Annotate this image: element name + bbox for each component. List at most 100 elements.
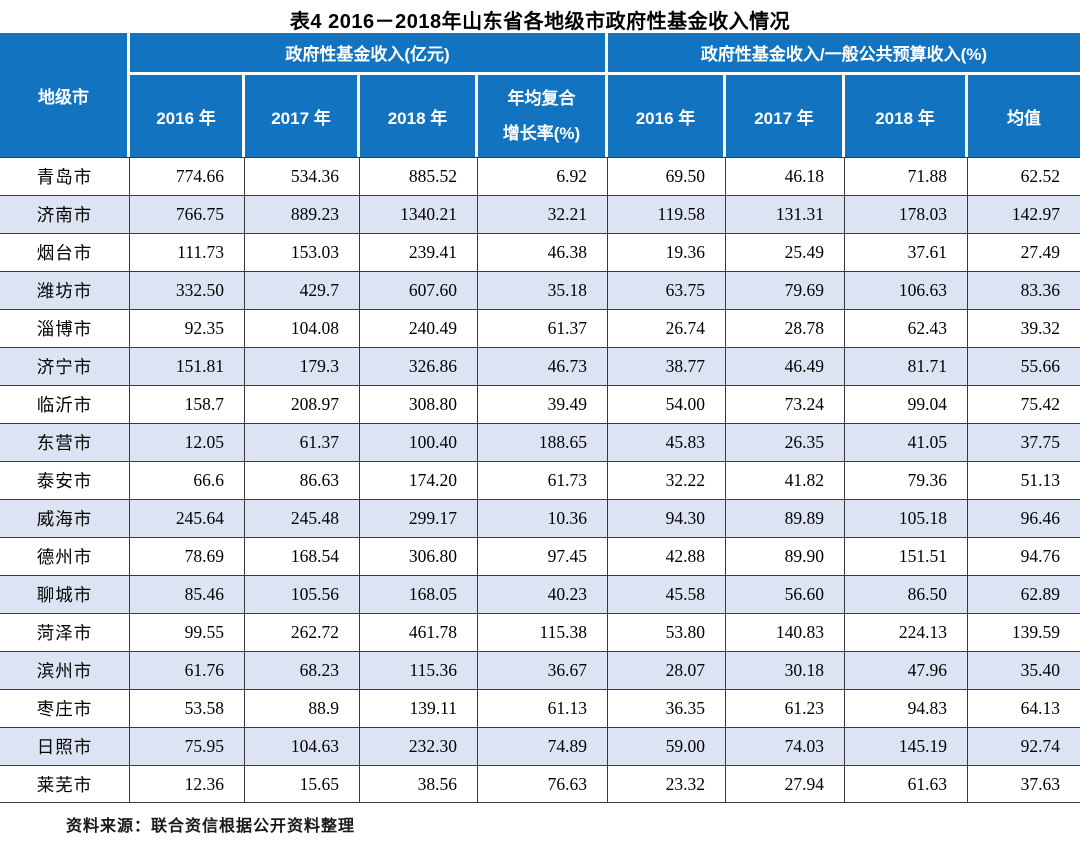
cell-value: 61.73 xyxy=(478,462,608,499)
table-row: 济南市 766.75 889.23 1340.21 32.21 119.58 131.31 1… xyxy=(0,195,1080,233)
table-row: 枣庄市 53.58 88.9 139.11 61.13 36.35 61.23 94.83 64… xyxy=(0,689,1080,727)
cell-value: 26.74 xyxy=(608,310,726,347)
cell-value: 99.55 xyxy=(130,614,245,651)
cell-value: 106.63 xyxy=(845,272,968,309)
cell-value: 23.32 xyxy=(608,766,726,802)
cell-value: 42.88 xyxy=(608,538,726,575)
source-note: 资料来源：联合资信根据公开资料整理 xyxy=(66,818,356,835)
header-left-2017: 2017 年 xyxy=(245,75,360,157)
cell-value: 30.18 xyxy=(726,652,845,689)
cell-value: 27.94 xyxy=(726,766,845,802)
cell-value: 63.75 xyxy=(608,272,726,309)
cell-value: 105.18 xyxy=(845,500,968,537)
cell-value: 10.36 xyxy=(478,500,608,537)
cell-value: 41.05 xyxy=(845,424,968,461)
cell-value: 306.80 xyxy=(360,538,478,575)
cell-value: 55.66 xyxy=(1020,356,1060,376)
cell-value: 12.36 xyxy=(130,766,245,802)
header-cagr: 年均复合 增长率(%) xyxy=(478,75,608,157)
table-title: 表4 2016－2018年山东省各地级市政府性基金收入情况 xyxy=(289,11,791,33)
cell-value: 99.04 xyxy=(845,386,968,423)
cell-value: 86.63 xyxy=(245,462,360,499)
cell-value: 46.18 xyxy=(726,158,845,195)
cell-value: 461.78 xyxy=(360,614,478,651)
cell-value: 131.31 xyxy=(726,196,845,233)
header-cagr-line1: 年均复合 xyxy=(507,89,576,108)
cell-value: 12.05 xyxy=(130,424,245,461)
header-group-fund-income: 政府性基金收入(亿元) xyxy=(130,33,608,75)
table-header: 地级市 政府性基金收入(亿元) 政府性基金收入/一般公共预算收入(%) 2016… xyxy=(0,33,1080,157)
cell-value: 140.83 xyxy=(726,614,845,651)
cell-value: 239.41 xyxy=(360,234,478,271)
table-row: 日照市 75.95 104.63 232.30 74.89 59.00 74.03 145.1… xyxy=(0,727,1080,765)
cell-value: 97.45 xyxy=(478,538,608,575)
cell-value: 61.76 xyxy=(130,652,245,689)
table-row: 莱芜市 12.36 15.65 38.56 76.63 23.32 27.94 61.63 37… xyxy=(0,765,1080,803)
cell-city: 莱芜市 xyxy=(0,766,130,802)
cell-value: 75.95 xyxy=(130,728,245,765)
cell-value: 45.58 xyxy=(608,576,726,613)
cell-value: 37.61 xyxy=(845,234,968,271)
cell-city: 威海市 xyxy=(0,500,130,537)
cell-city: 聊城市 xyxy=(0,576,130,613)
cell-city: 烟台市 xyxy=(0,234,130,271)
cell-value: 119.58 xyxy=(608,196,726,233)
cell-value: 262.72 xyxy=(245,614,360,651)
cell-value: 168.05 xyxy=(360,576,478,613)
cell-value: 19.36 xyxy=(608,234,726,271)
cell-city: 德州市 xyxy=(0,538,130,575)
table-row: 菏泽市 99.55 262.72 461.78 115.38 53.80 140.83 224… xyxy=(0,613,1080,651)
header-group-ratio: 政府性基金收入/一般公共预算收入(%) xyxy=(608,33,1080,75)
cell-value: 61.63 xyxy=(845,766,968,802)
cell-value: 39.32 xyxy=(1020,318,1060,338)
cell-city: 临沂市 xyxy=(0,386,130,423)
header-mean: 均值 xyxy=(1007,108,1041,128)
cell-value: 40.23 xyxy=(478,576,608,613)
table-row: 淄博市 92.35 104.08 240.49 61.37 26.74 28.78 62.43… xyxy=(0,309,1080,347)
cell-value: 885.52 xyxy=(360,158,478,195)
cell-value: 299.17 xyxy=(360,500,478,537)
cell-city: 济南市 xyxy=(0,196,130,233)
cell-value: 54.00 xyxy=(608,386,726,423)
cell-value: 153.03 xyxy=(245,234,360,271)
header-cagr-line2: 增长率(%) xyxy=(502,124,581,143)
cell-value: 94.30 xyxy=(608,500,726,537)
cell-value: 35.40 xyxy=(1020,660,1060,680)
header-right-2016: 2016 年 xyxy=(608,75,726,157)
cell-value: 158.7 xyxy=(130,386,245,423)
cell-value: 139.59 xyxy=(1011,622,1060,642)
cell-value: 94.83 xyxy=(845,690,968,727)
cell-value: 179.3 xyxy=(245,348,360,385)
cell-value: 36.35 xyxy=(608,690,726,727)
cell-value: 94.76 xyxy=(1020,546,1060,566)
cell-value: 46.49 xyxy=(726,348,845,385)
cell-value: 1340.21 xyxy=(360,196,478,233)
cell-value: 326.86 xyxy=(360,348,478,385)
cell-value: 56.60 xyxy=(726,576,845,613)
cell-value: 100.40 xyxy=(360,424,478,461)
cell-city: 泰安市 xyxy=(0,462,130,499)
cell-value: 240.49 xyxy=(360,310,478,347)
cell-value: 92.74 xyxy=(1020,736,1060,756)
table-row: 烟台市 111.73 153.03 239.41 46.38 19.36 25.49 37.6… xyxy=(0,233,1080,271)
cell-value: 26.35 xyxy=(726,424,845,461)
cell-value: 88.9 xyxy=(245,690,360,727)
cell-city: 淄博市 xyxy=(0,310,130,347)
cell-value: 46.38 xyxy=(478,234,608,271)
table-body: 青岛市 774.66 534.36 885.52 6.92 69.50 46.18 71.88… xyxy=(0,157,1080,803)
cell-value: 35.18 xyxy=(478,272,608,309)
table-row: 泰安市 66.6 86.63 174.20 61.73 32.22 41.82 79.36 51… xyxy=(0,461,1080,499)
cell-value: 51.13 xyxy=(1020,470,1060,490)
cell-value: 69.50 xyxy=(608,158,726,195)
cell-value: 46.73 xyxy=(478,348,608,385)
cell-value: 79.36 xyxy=(845,462,968,499)
cell-value: 96.46 xyxy=(1020,508,1060,528)
table-row: 德州市 78.69 168.54 306.80 97.45 42.88 89.90 151.5… xyxy=(0,537,1080,575)
cell-value: 61.13 xyxy=(478,690,608,727)
cell-value: 75.42 xyxy=(1020,394,1060,414)
cell-value: 15.65 xyxy=(245,766,360,802)
cell-value: 78.69 xyxy=(130,538,245,575)
cell-value: 105.56 xyxy=(245,576,360,613)
cell-value: 64.13 xyxy=(1020,698,1060,718)
cell-value: 32.22 xyxy=(608,462,726,499)
